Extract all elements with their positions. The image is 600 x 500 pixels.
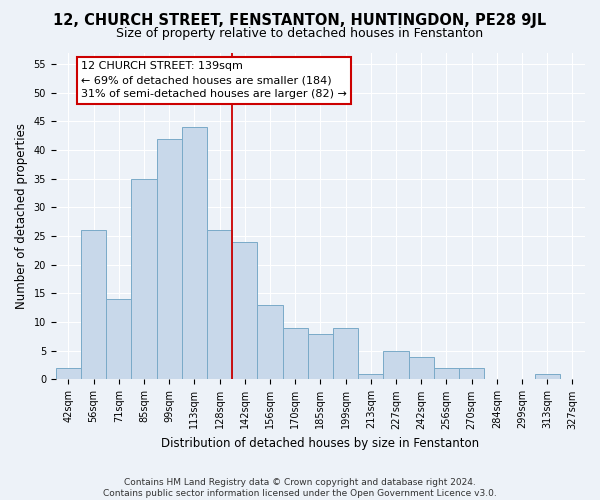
Bar bbox=[434, 368, 459, 380]
Bar bbox=[81, 230, 106, 380]
Bar bbox=[232, 242, 257, 380]
Bar bbox=[106, 299, 131, 380]
X-axis label: Distribution of detached houses by size in Fenstanton: Distribution of detached houses by size … bbox=[161, 437, 479, 450]
Bar bbox=[131, 178, 157, 380]
Bar bbox=[283, 328, 308, 380]
Bar bbox=[308, 334, 333, 380]
Bar bbox=[333, 328, 358, 380]
Bar bbox=[157, 138, 182, 380]
Bar bbox=[459, 368, 484, 380]
Text: Size of property relative to detached houses in Fenstanton: Size of property relative to detached ho… bbox=[116, 28, 484, 40]
Bar bbox=[535, 374, 560, 380]
Text: 12, CHURCH STREET, FENSTANTON, HUNTINGDON, PE28 9JL: 12, CHURCH STREET, FENSTANTON, HUNTINGDO… bbox=[53, 12, 547, 28]
Bar bbox=[358, 374, 383, 380]
Bar bbox=[182, 127, 207, 380]
Bar bbox=[56, 368, 81, 380]
Text: Contains HM Land Registry data © Crown copyright and database right 2024.
Contai: Contains HM Land Registry data © Crown c… bbox=[103, 478, 497, 498]
Bar bbox=[409, 356, 434, 380]
Text: 12 CHURCH STREET: 139sqm
← 69% of detached houses are smaller (184)
31% of semi-: 12 CHURCH STREET: 139sqm ← 69% of detach… bbox=[81, 61, 347, 99]
Bar bbox=[383, 351, 409, 380]
Y-axis label: Number of detached properties: Number of detached properties bbox=[15, 123, 28, 309]
Bar bbox=[257, 305, 283, 380]
Bar bbox=[207, 230, 232, 380]
